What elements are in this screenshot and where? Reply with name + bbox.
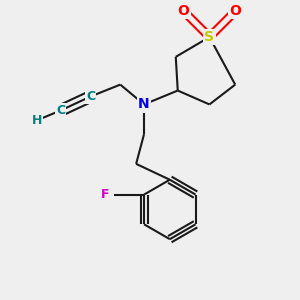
Text: C: C bbox=[56, 104, 65, 117]
Text: H: H bbox=[32, 114, 42, 127]
Text: O: O bbox=[229, 4, 241, 18]
Text: N: N bbox=[138, 98, 150, 111]
Text: F: F bbox=[101, 188, 110, 201]
Text: C: C bbox=[86, 90, 95, 103]
Text: S: S bbox=[204, 30, 214, 44]
Text: O: O bbox=[178, 4, 190, 18]
